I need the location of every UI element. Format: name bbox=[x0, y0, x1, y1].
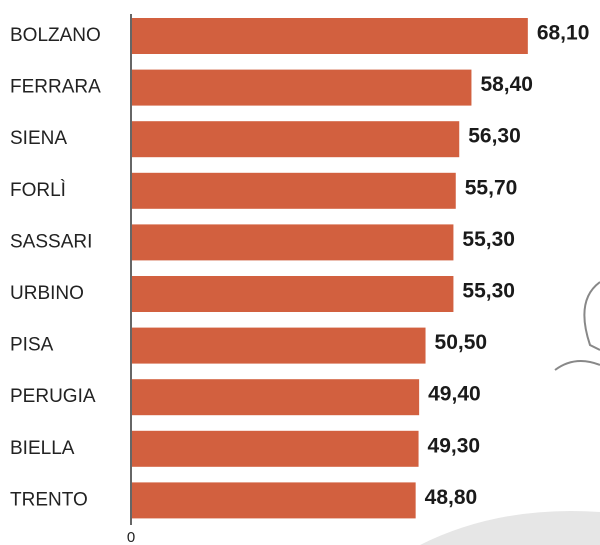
y-tick-label: PISA bbox=[10, 335, 54, 356]
value-label: 48,80 bbox=[425, 486, 478, 509]
decoration bbox=[420, 511, 600, 545]
bar bbox=[132, 224, 453, 260]
value-label: 50,50 bbox=[435, 331, 488, 354]
bar bbox=[132, 328, 426, 364]
bar bbox=[132, 379, 419, 415]
value-label: 56,30 bbox=[468, 125, 521, 148]
decoration bbox=[555, 361, 600, 370]
bar bbox=[132, 18, 528, 54]
y-tick-label: FERRARA bbox=[10, 77, 101, 98]
bar bbox=[132, 431, 419, 467]
y-tick-label: PERUGIA bbox=[10, 386, 96, 407]
bar bbox=[132, 121, 459, 157]
value-label: 68,10 bbox=[537, 22, 590, 45]
decoration bbox=[584, 282, 600, 350]
bar bbox=[132, 482, 416, 518]
y-tick-label: URBINO bbox=[10, 283, 84, 304]
y-tick-label: SASSARI bbox=[10, 231, 92, 252]
x-tick-label: 0 bbox=[127, 529, 135, 545]
value-label: 49,40 bbox=[428, 383, 481, 406]
y-tick-label: BOLZANO bbox=[10, 25, 101, 46]
y-tick-label: FORLÌ bbox=[10, 180, 66, 201]
bar bbox=[132, 70, 471, 106]
value-label: 55,30 bbox=[462, 228, 515, 251]
y-tick-label: SIENA bbox=[10, 128, 67, 149]
y-tick-label: BIELLA bbox=[10, 438, 75, 459]
bar bbox=[132, 173, 456, 209]
value-label: 55,30 bbox=[462, 280, 515, 303]
chart: 0 BOLZANO 68,10 FERRARA 58,40 SIENA 56,30 FORLÌ… bbox=[0, 0, 600, 545]
bar bbox=[132, 276, 453, 312]
value-label: 58,40 bbox=[480, 73, 533, 96]
y-tick-label: TRENTO bbox=[10, 489, 88, 510]
value-label: 49,30 bbox=[428, 434, 481, 457]
value-label: 55,70 bbox=[465, 176, 518, 199]
